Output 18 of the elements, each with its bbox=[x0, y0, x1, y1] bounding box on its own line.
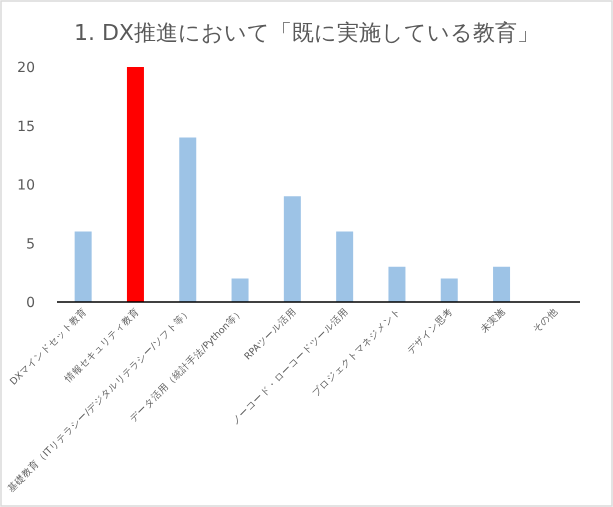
bar bbox=[493, 266, 510, 302]
bar bbox=[74, 232, 92, 302]
bar bbox=[336, 232, 354, 302]
bar bbox=[126, 67, 144, 302]
y-tick-label: 0 bbox=[26, 295, 35, 311]
y-tick-label: 20 bbox=[17, 60, 35, 76]
y-tick-label: 15 bbox=[17, 118, 35, 135]
bar bbox=[284, 196, 301, 302]
x-tick-label: デザイン思考 bbox=[404, 306, 456, 357]
x-tick-label: その他 bbox=[530, 306, 560, 336]
bar bbox=[388, 266, 406, 302]
bar bbox=[232, 278, 249, 302]
chart-title: 1. DX推進において「既に実施している教育」 bbox=[74, 20, 539, 46]
y-tick-label: 10 bbox=[17, 178, 35, 194]
bar bbox=[440, 278, 458, 302]
x-tick-label: 未実施 bbox=[478, 306, 508, 336]
bar bbox=[179, 138, 196, 302]
y-tick-label: 5 bbox=[26, 236, 35, 252]
